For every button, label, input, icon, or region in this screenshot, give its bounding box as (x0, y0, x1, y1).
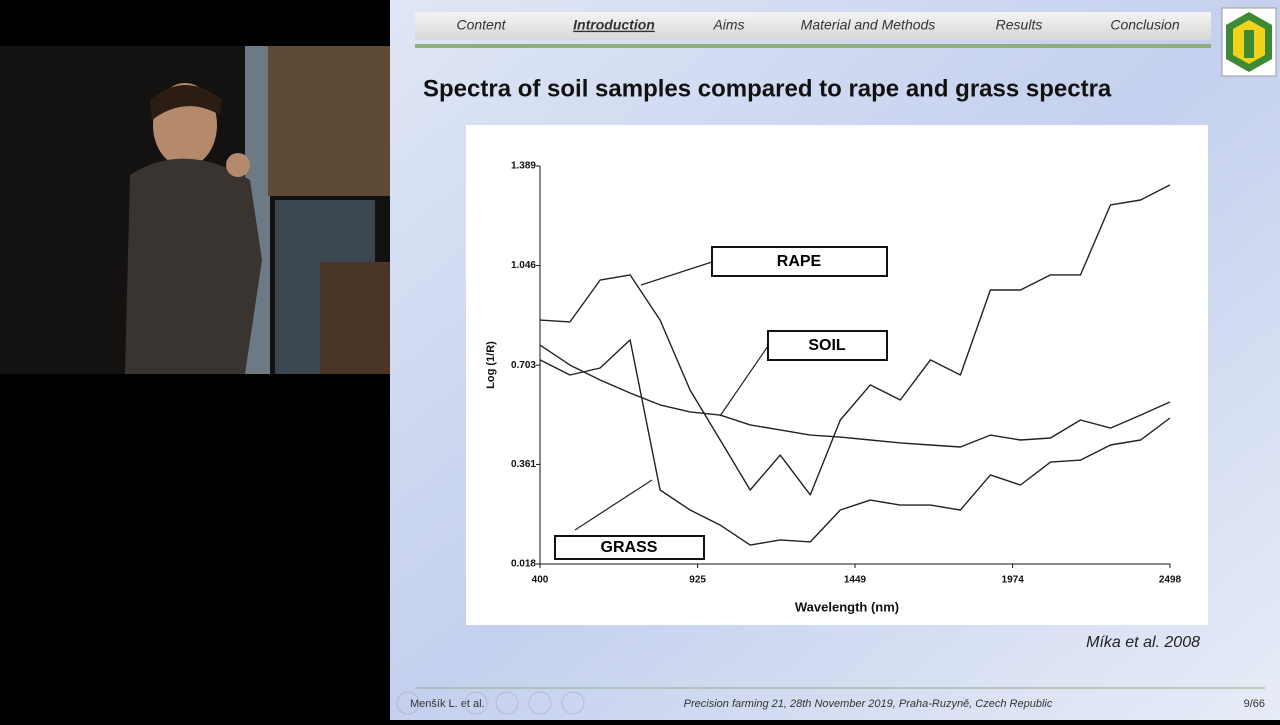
x-tick-label: 1974 (1002, 575, 1025, 586)
y-tick-label: 1.389 (511, 161, 536, 172)
annotation-box (767, 330, 888, 361)
nav-item[interactable]: Material and Methods (801, 17, 936, 33)
nav-item-active[interactable]: Introduction (573, 17, 655, 33)
footer-author: Menšík L. et al. (410, 698, 485, 710)
nav-underline (415, 44, 1211, 48)
series-line (539, 344, 1171, 448)
y-tick-label: 0.703 (511, 360, 536, 371)
x-tick-label: 400 (532, 575, 549, 586)
series-line (539, 339, 1171, 546)
annotation-box (711, 246, 888, 277)
x-tick-label: 1449 (844, 575, 867, 586)
series-label: SOIL (808, 337, 846, 354)
y-tick-label: 0.018 (511, 559, 536, 570)
series-label: RAPE (777, 253, 822, 270)
y-tick-label: 1.046 (511, 260, 536, 271)
logo (1221, 7, 1277, 77)
citation: Míka et al. 2008 (1086, 634, 1200, 651)
x-tick-label: 2498 (1159, 575, 1182, 586)
slide-heading: Spectra of soil samples compared to rape… (423, 75, 1112, 102)
nav-item[interactable]: Aims (712, 17, 744, 33)
x-axis-label: Wavelength (nm) (795, 599, 899, 614)
page-number: 9/66 (1244, 698, 1265, 710)
nav-item[interactable]: Conclusion (1110, 17, 1179, 33)
series-label: GRASS (601, 539, 658, 556)
nav-item[interactable]: Results (996, 17, 1043, 33)
annotation-leaders (574, 261, 769, 531)
y-tick-label: 0.361 (511, 459, 536, 470)
nav-bar (415, 12, 1211, 40)
nav-item[interactable]: Content (456, 17, 506, 33)
y-axis-label: Log (1/R) (485, 341, 497, 389)
player-controls (396, 691, 585, 715)
x-tick-label: 925 (689, 575, 706, 586)
speaker-video (0, 46, 390, 374)
series-line (539, 184, 1171, 496)
footer-event: Precision farming 21, 28th November 2019… (684, 698, 1053, 710)
annotation-box (554, 535, 705, 560)
